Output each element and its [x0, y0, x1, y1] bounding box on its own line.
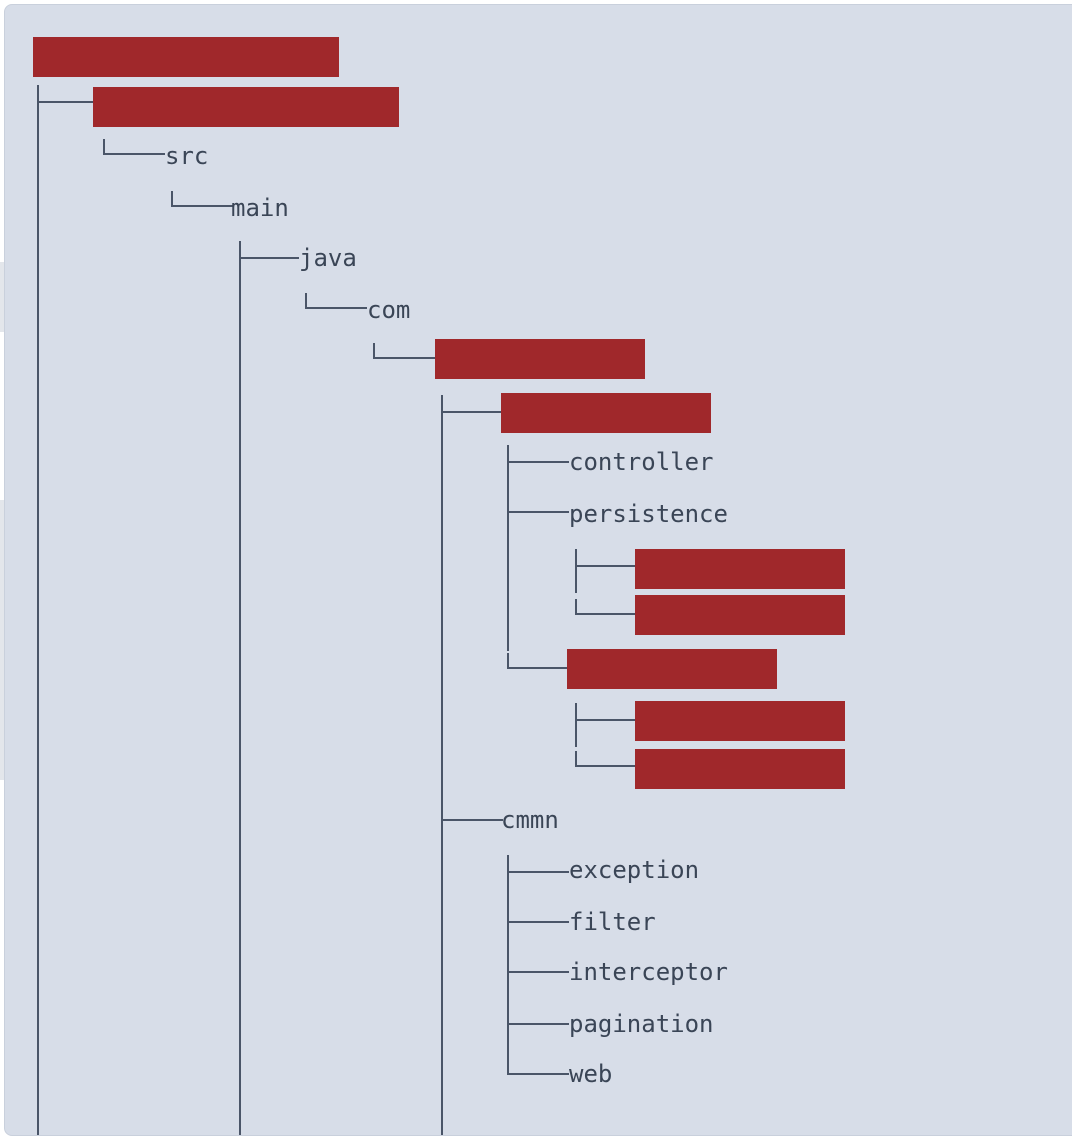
tree-node-controller: controller	[569, 448, 714, 476]
redacted-module-name	[93, 87, 399, 127]
tree-pipe-level-service	[575, 703, 577, 747]
tree-last-connector	[305, 293, 367, 309]
tree-branch-connector	[37, 87, 95, 103]
code-block-panel: src main java com controller persistence	[4, 4, 1072, 1136]
redacted-folder-name	[567, 649, 777, 689]
tree-pipe-level-subpackage	[507, 445, 509, 651]
redacted-root-name	[33, 37, 339, 77]
tree-node-filter: filter	[569, 908, 656, 936]
tree-node-src: src	[165, 142, 209, 170]
tree-node-main: main	[231, 194, 289, 222]
tree-branch-connector	[507, 907, 569, 923]
tree-branch-connector	[507, 857, 569, 873]
tree-pipe-level-0	[37, 85, 39, 1135]
tree-node-pagination: pagination	[569, 1010, 714, 1038]
tree-branch-connector	[507, 1009, 569, 1025]
tree-pipe-level-main	[239, 241, 241, 1135]
tree-pipe-level-persistence	[575, 549, 577, 593]
redacted-file-name	[635, 549, 845, 589]
tree-node-exception: exception	[569, 856, 700, 884]
tree-pipe-level-package	[441, 395, 443, 1135]
redacted-subpackage-name	[501, 393, 711, 433]
redacted-file-name	[635, 595, 845, 635]
tree-last-connector	[507, 1059, 569, 1075]
tree-node-java: java	[299, 244, 357, 272]
directory-tree: src main java com controller persistence	[5, 5, 1072, 1135]
tree-branch-connector	[507, 447, 569, 463]
tree-branch-connector	[575, 551, 637, 567]
redacted-package-name	[435, 339, 645, 379]
tree-last-connector	[575, 599, 637, 615]
outer-strip	[0, 500, 4, 780]
tree-node-web: web	[569, 1060, 613, 1088]
tree-last-connector	[373, 343, 437, 359]
tree-last-connector	[103, 139, 165, 155]
tree-node-interceptor: interceptor	[569, 958, 728, 986]
tree-node-cmmn: cmmn	[501, 806, 559, 834]
tree-branch-connector	[239, 243, 299, 259]
tree-branch-connector	[507, 497, 569, 513]
redacted-file-name	[635, 749, 845, 789]
tree-branch-connector	[575, 705, 637, 721]
tree-last-connector	[507, 653, 569, 669]
tree-last-connector	[575, 751, 637, 767]
tree-node-com: com	[367, 296, 411, 324]
redacted-file-name	[635, 701, 845, 741]
tree-node-persistence: persistence	[569, 500, 728, 528]
tree-branch-connector	[507, 957, 569, 973]
outer-strip	[0, 262, 4, 332]
tree-branch-connector	[441, 397, 503, 413]
tree-branch-connector	[441, 805, 503, 821]
tree-last-connector	[171, 191, 233, 207]
